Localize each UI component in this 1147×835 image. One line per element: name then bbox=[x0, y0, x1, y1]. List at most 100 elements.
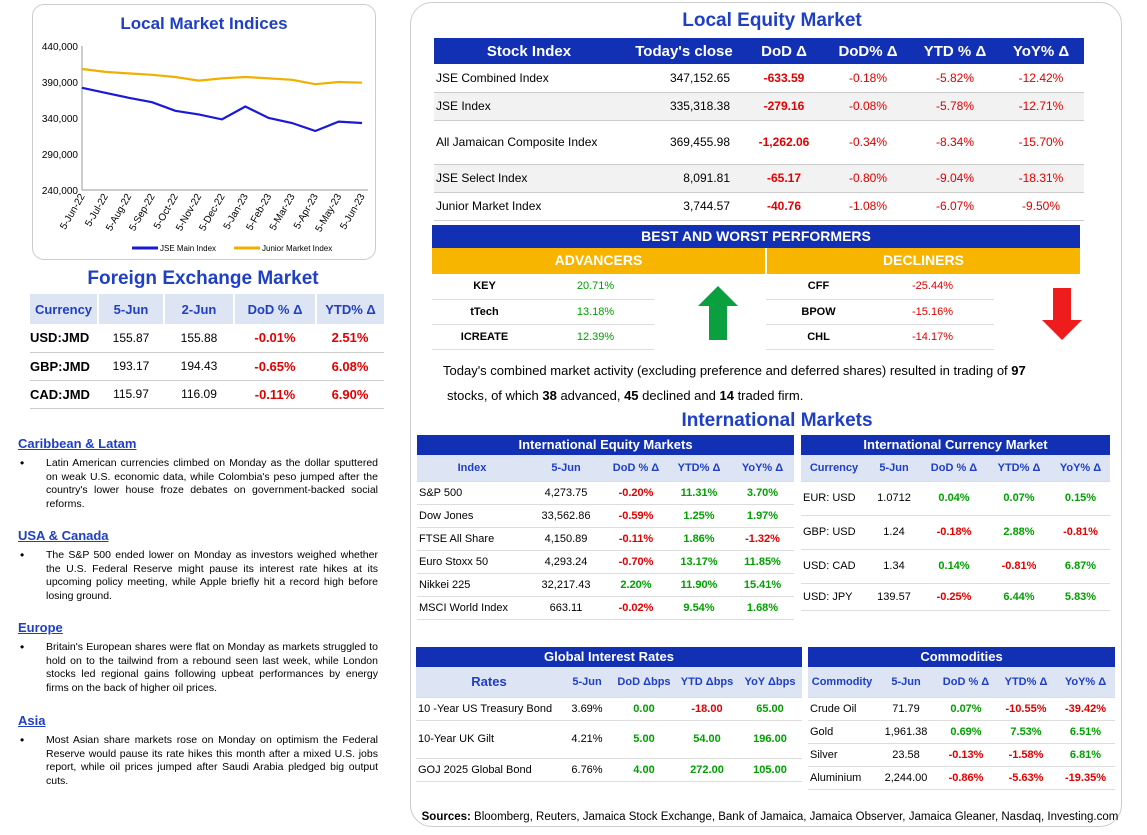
intl-currency-row: EUR: USD 1.0712 0.04% 0.07% 0.15% bbox=[801, 481, 1110, 516]
rates-cell: 10-Year UK Gilt bbox=[416, 720, 562, 759]
intl-equity-cell: -0.70% bbox=[605, 550, 667, 574]
y-tick-label: 390,000 bbox=[42, 78, 79, 89]
equity-cell: 369,455.98 bbox=[624, 120, 744, 165]
equity-cell: Junior Market Index bbox=[434, 192, 624, 221]
intl-currency-cell: 0.15% bbox=[1051, 481, 1110, 516]
news-heading[interactable]: Europe bbox=[18, 620, 63, 635]
market-summary: Today's combined market activity (exclud… bbox=[443, 358, 1083, 408]
intl-currency-header: Currency bbox=[801, 455, 867, 482]
intl-equity-cell: 1.86% bbox=[667, 527, 731, 551]
commodities-cell: -0.86% bbox=[936, 766, 996, 790]
intl-equity-cell: 4,150.89 bbox=[527, 527, 605, 551]
intl-currency-cell: -0.81% bbox=[987, 549, 1051, 584]
right-panel bbox=[410, 2, 1122, 827]
advancer-row: tTech 13.18% bbox=[432, 299, 654, 324]
equity-cell: JSE Select Index bbox=[434, 164, 624, 193]
intl-currency-cell: -0.18% bbox=[921, 515, 987, 550]
intl-currency-cell: 6.44% bbox=[987, 583, 1051, 611]
news-item: Europe Britain's European shares were fla… bbox=[18, 620, 378, 695]
intl-currency-header: YTD% Δ bbox=[987, 455, 1051, 482]
rates-cell: 272.00 bbox=[676, 758, 738, 782]
intl-equity-table: Index 5-Jun DoD % Δ YTD% Δ YoY% Δ S&P 50… bbox=[417, 455, 794, 620]
intl-equity-cell: 11.31% bbox=[667, 481, 731, 505]
rates-cell: 3.69% bbox=[562, 697, 612, 721]
intl-equity-cell: -1.32% bbox=[731, 527, 794, 551]
fx-dod: -0.01% bbox=[234, 324, 316, 353]
equity-cell: -0.80% bbox=[824, 164, 912, 193]
intl-equity-cell: 2.20% bbox=[605, 573, 667, 597]
commodities-row: Gold 1,961.38 0.69% 7.53% 6.51% bbox=[808, 720, 1115, 744]
intl-equity-cell: 32,217.43 bbox=[527, 573, 605, 597]
fx-2jun: 116.09 bbox=[164, 380, 234, 409]
rates-cell: 6.76% bbox=[562, 758, 612, 782]
news-item: USA & Canada The S&P 500 ended lower on M… bbox=[18, 528, 378, 603]
news-heading[interactable]: Asia bbox=[18, 713, 46, 728]
fx-row: USD:JMD 155.87 155.88 -0.01% 2.51% bbox=[30, 324, 384, 353]
performer-ticker: CHL bbox=[807, 330, 830, 343]
decliners-label: DECLINERS bbox=[767, 248, 1080, 274]
performer-change: -25.44% bbox=[912, 280, 953, 293]
rates-cell: 196.00 bbox=[738, 720, 802, 759]
intl-equity-cell: 15.41% bbox=[731, 573, 794, 597]
fx-currency: USD:JMD bbox=[30, 324, 98, 353]
intl-currency-cell: 1.34 bbox=[867, 549, 921, 584]
fx-ytd: 6.08% bbox=[316, 352, 384, 381]
equity-cell: -5.82% bbox=[912, 64, 998, 93]
equity-cell: -65.17 bbox=[744, 164, 824, 193]
commodities-cell: 1,961.38 bbox=[876, 720, 936, 744]
commodities-row: Silver 23.58 -0.13% -1.58% 6.81% bbox=[808, 743, 1115, 767]
y-tick-label: 290,000 bbox=[42, 150, 79, 161]
intl-equity-cell: 11.85% bbox=[731, 550, 794, 574]
fx-header: 5-Jun bbox=[98, 294, 165, 324]
fx-5jun: 193.17 bbox=[98, 352, 164, 381]
advancer-row: KEY 20.71% bbox=[432, 274, 654, 299]
performer-ticker: CFF bbox=[807, 280, 830, 293]
decliner-row: BPOW -15.16% bbox=[766, 299, 994, 324]
intl-equity-cell: 1.97% bbox=[731, 504, 794, 528]
commodities-row: Crude Oil 71.79 0.07% -10.55% -39.42% bbox=[808, 697, 1115, 721]
intl-equity-cell: 13.17% bbox=[667, 550, 731, 574]
equity-cell: -12.71% bbox=[998, 92, 1084, 121]
equity-cell: -0.08% bbox=[824, 92, 912, 121]
fx-currency: GBP:JMD bbox=[30, 352, 98, 381]
market-indices-chart: Local Market Indices 440,000 390,000 340,0… bbox=[32, 4, 376, 260]
intl-currency-cell: 5.83% bbox=[1051, 583, 1110, 611]
commodities-cell: 0.07% bbox=[936, 697, 996, 721]
intl-equity-header: DoD % Δ bbox=[605, 455, 667, 482]
rates-header: YTD Δbps bbox=[676, 667, 738, 698]
equity-header: YTD % Δ bbox=[923, 42, 987, 60]
equity-table: Stock Index Today's close DoD Δ DoD% Δ Y… bbox=[434, 38, 1084, 221]
intl-currency-header: 5-Jun bbox=[867, 455, 921, 482]
rates-row: 10 -Year US Treasury Bond 3.69% 0.00 -18.00… bbox=[416, 697, 802, 721]
intl-currency-row: USD: JPY 139.57 -0.25% 6.44% 5.83% bbox=[801, 583, 1110, 611]
news-item: Asia Most Asian share markets rose on Mon… bbox=[18, 713, 378, 788]
fx-ytd: 6.90% bbox=[316, 380, 384, 409]
rates-cell: 65.00 bbox=[738, 697, 802, 721]
performer-ticker: tTech bbox=[470, 305, 499, 318]
summary-advanced: 38 bbox=[542, 388, 557, 403]
equity-cell: -40.76 bbox=[744, 192, 824, 221]
series-line-junior bbox=[81, 67, 363, 86]
rates-title: Global Interest Rates bbox=[416, 647, 802, 667]
news-body: The S&P 500 ended lower on Monday as inv… bbox=[18, 549, 378, 603]
equity-header: Stock Index bbox=[486, 42, 572, 60]
up-arrow-icon bbox=[698, 286, 738, 340]
intl-currency-cell: EUR: USD bbox=[801, 481, 867, 516]
fx-2jun: 194.43 bbox=[164, 352, 234, 381]
equity-header: Today's close bbox=[635, 42, 733, 60]
rates-cell: 5.00 bbox=[612, 720, 676, 759]
fx-header: DoD % Δ bbox=[234, 294, 317, 324]
commodities-cell: -19.35% bbox=[1056, 766, 1115, 790]
commodities-header: 5-Jun bbox=[876, 667, 936, 698]
decliners-table: CFF -25.44% BPOW -15.16% CHL -14.17% bbox=[766, 274, 994, 350]
rates-cell: 54.00 bbox=[676, 720, 738, 759]
news-heading[interactable]: USA & Canada bbox=[18, 528, 109, 543]
intl-title: International Markets bbox=[681, 410, 873, 431]
intl-equity-row: MSCI World Index 663.11 -0.02% 9.54% 1.68% bbox=[417, 596, 794, 620]
intl-equity-row: Euro Stoxx 50 4,293.24 -0.70% 13.17% 11.85% bbox=[417, 550, 794, 574]
commodities-cell: 6.81% bbox=[1056, 743, 1115, 767]
news-heading[interactable]: Caribbean & Latam bbox=[18, 436, 137, 451]
commodities-cell: Silver bbox=[808, 743, 876, 767]
commodities-header: YoY% Δ bbox=[1056, 667, 1115, 698]
commodities-cell: -5.63% bbox=[996, 766, 1056, 790]
